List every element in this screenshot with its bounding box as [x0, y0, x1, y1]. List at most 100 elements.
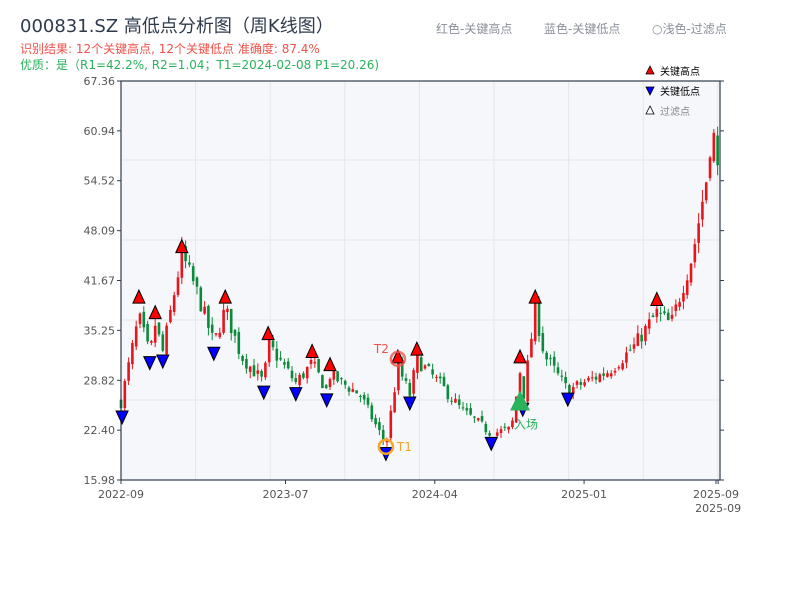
candle-body [127, 362, 130, 381]
candle-body [207, 305, 210, 328]
candle [229, 308, 233, 341]
candle-body [431, 369, 434, 375]
candle-body [678, 302, 681, 307]
candle-body [647, 319, 651, 329]
candle-body [701, 201, 704, 220]
candle-body [351, 389, 355, 392]
key-high-marker [391, 348, 405, 364]
key-high-marker [410, 340, 424, 356]
candle-body [416, 354, 419, 373]
candle [503, 423, 507, 432]
candle-body [419, 357, 423, 372]
candle-body [484, 423, 488, 433]
candle-body [370, 405, 374, 420]
candle [476, 417, 480, 422]
y-tick-label: 41.67 [84, 275, 116, 288]
key-high-marker [528, 288, 543, 304]
candle-body [469, 408, 472, 415]
candle-body [571, 386, 575, 394]
candle-body [199, 287, 203, 312]
key-low-marker [142, 356, 157, 371]
legend-marker [645, 86, 655, 96]
candle [381, 424, 385, 446]
candle [142, 306, 146, 333]
chart-title: 000831.SZ 高低点分析图（周K线图） [20, 16, 334, 37]
candle-body [461, 407, 465, 409]
candle-body [180, 246, 184, 278]
candle [393, 387, 396, 413]
candle [176, 271, 180, 298]
candle [404, 373, 408, 384]
key-low-marker [403, 396, 417, 412]
candle [419, 354, 423, 372]
candle-body [404, 378, 408, 381]
candle-body [522, 376, 526, 399]
candle [226, 305, 229, 320]
candle [362, 392, 366, 405]
candle-body [473, 416, 476, 418]
x-tick-label: 2025-01 [561, 488, 607, 501]
candle [256, 363, 260, 381]
candle-body [271, 340, 275, 348]
candle [549, 354, 552, 366]
candle [267, 336, 271, 367]
candle-body [340, 378, 343, 380]
key-low-marker [256, 385, 271, 401]
y-tick-label: 60.94 [84, 125, 116, 138]
candle-body [537, 303, 541, 336]
x-tick-label: 2023-07 [263, 488, 309, 501]
candle-body [644, 325, 647, 342]
candle-body [191, 266, 195, 282]
key-low-marker [207, 346, 221, 362]
candle [195, 276, 199, 295]
quality-subtitle: 优质：是（R1=42.2%, R2=1.04；T1=2024-02-08 P1=… [20, 58, 380, 72]
candle-body [381, 429, 385, 441]
legend-marker [645, 65, 655, 75]
candle [541, 326, 545, 354]
candle-body [587, 377, 590, 381]
candle-body [594, 376, 598, 380]
candle-body [446, 385, 450, 400]
candle [283, 358, 286, 369]
candle [526, 354, 529, 404]
candle-body [275, 348, 279, 361]
candle [378, 417, 381, 436]
y-tick-label: 67.36 [84, 75, 116, 88]
candle-body [564, 376, 567, 384]
legend-filtered: ○浅色-过滤点 [652, 22, 727, 36]
candle-body [366, 397, 370, 405]
candle [556, 362, 560, 376]
t1-circle [377, 438, 395, 456]
candle [210, 317, 214, 341]
candle [651, 312, 655, 318]
candle [264, 361, 267, 381]
candle [435, 374, 438, 382]
y-tick-label: 15.98 [84, 474, 116, 487]
candle-body [286, 361, 290, 369]
candle-body [172, 295, 176, 312]
candle-body [427, 363, 431, 366]
candle [123, 378, 127, 413]
candle-body [670, 314, 674, 319]
legend-blue-low: 蓝色-关键低点 [544, 22, 621, 36]
candle-body [545, 352, 548, 360]
key-low-marker [561, 392, 575, 408]
candle [290, 366, 294, 382]
candle [571, 382, 575, 400]
candle-body [628, 349, 632, 351]
candle [689, 262, 693, 286]
candle-body [252, 365, 256, 377]
candle-body [450, 400, 453, 402]
candle-body [195, 277, 199, 287]
candle [184, 240, 187, 269]
candle [697, 213, 700, 254]
candle-body [283, 362, 286, 365]
candle [587, 375, 590, 383]
candle [575, 379, 579, 389]
candle [191, 262, 195, 285]
candle-body [362, 394, 366, 400]
key-high-marker [261, 325, 275, 341]
entry-label: 入场 [514, 418, 538, 432]
candle [632, 337, 636, 354]
candle-body [621, 363, 624, 370]
